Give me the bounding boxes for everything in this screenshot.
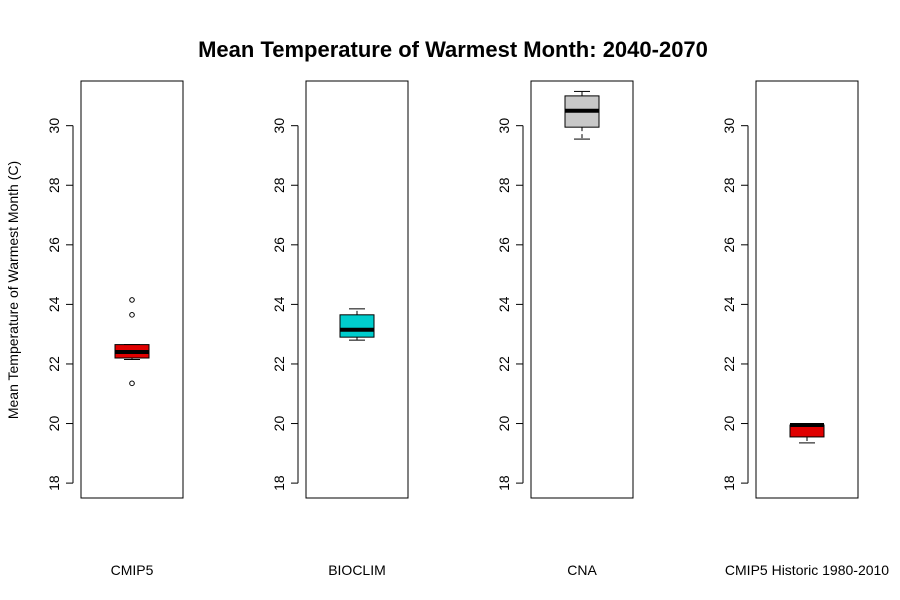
y-tick-label: 26 — [271, 237, 287, 253]
chart-panels: 18 20 22 24 26 28 30 CMIP5 18 20 22 24 26 28 30 BIOCLIM… — [46, 80, 889, 578]
plot-frame — [530, 80, 634, 499]
y-tick-label: 22 — [721, 356, 737, 372]
outlier-point — [129, 312, 135, 318]
plot-frame — [305, 80, 409, 499]
y-tick-label: 28 — [496, 177, 512, 193]
y-tick-label: 18 — [46, 475, 62, 491]
y-axis-label: Mean Temperature of Warmest Month (C) — [5, 161, 21, 419]
y-tick-label: 30 — [496, 118, 512, 134]
y-tick-label: 24 — [271, 296, 287, 312]
box — [339, 314, 375, 338]
y-tick-label: 30 — [271, 118, 287, 134]
y-tick-label: 18 — [496, 475, 512, 491]
panel-2: 18 20 22 24 26 28 30 BIOCLIM — [271, 80, 409, 578]
y-tick-label: 18 — [271, 475, 287, 491]
y-tick-label: 24 — [46, 296, 62, 312]
y-tick-label: 30 — [721, 118, 737, 134]
panel-1: 18 20 22 24 26 28 30 CMIP5 — [46, 80, 184, 578]
y-tick-label: 28 — [721, 177, 737, 193]
y-tick-label: 22 — [46, 356, 62, 372]
y-tick-label: 30 — [46, 118, 62, 134]
y-tick-label: 22 — [271, 356, 287, 372]
y-tick-label: 26 — [496, 237, 512, 253]
y-tick-label: 26 — [721, 237, 737, 253]
y-tick-label: 28 — [46, 177, 62, 193]
plot-frame — [80, 80, 184, 499]
y-tick-label: 18 — [721, 475, 737, 491]
category-label: CNA — [567, 562, 597, 578]
y-tick-label: 20 — [46, 416, 62, 432]
y-tick-label: 28 — [271, 177, 287, 193]
y-tick-label: 24 — [496, 296, 512, 312]
panel-3: 18 20 22 24 26 28 30 CNA — [496, 80, 634, 578]
y-tick-label: 20 — [271, 416, 287, 432]
category-label: CMIP5 — [111, 562, 154, 578]
panel-4: 18 20 22 24 26 28 30 CMIP5 Historic 1980-2010 — [721, 80, 889, 578]
category-label: BIOCLIM — [328, 562, 386, 578]
y-tick-label: 26 — [46, 237, 62, 253]
y-tick-label: 20 — [496, 416, 512, 432]
y-tick-label: 22 — [496, 356, 512, 372]
plot-frame — [755, 80, 859, 499]
category-label: CMIP5 Historic 1980-2010 — [725, 562, 889, 578]
y-tick-label: 24 — [721, 296, 737, 312]
y-tick-label: 20 — [721, 416, 737, 432]
outlier-point — [129, 297, 135, 303]
outlier-point — [129, 380, 135, 387]
chart-title: Mean Temperature of Warmest Month: 2040-… — [198, 37, 708, 62]
